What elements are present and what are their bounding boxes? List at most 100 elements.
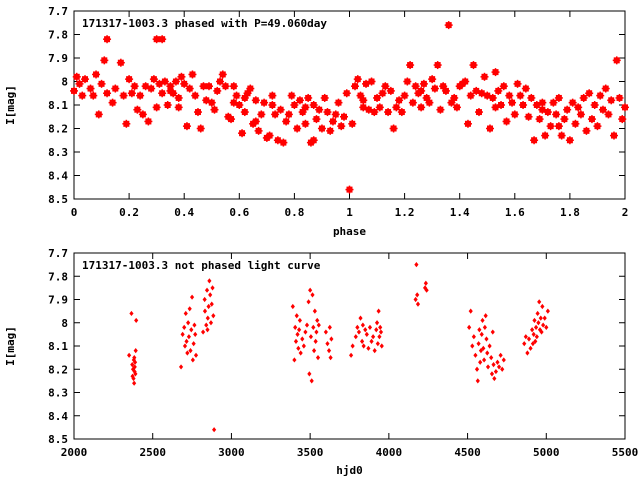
data-point — [132, 355, 137, 361]
data-point — [183, 310, 188, 317]
data-point — [184, 338, 189, 344]
unphased-y-tick-label: 8.1 — [48, 340, 68, 353]
data-point — [397, 108, 406, 117]
phased-y-tick-label: 8.2 — [48, 123, 68, 136]
data-point — [213, 86, 222, 95]
data-point — [484, 336, 489, 342]
unphased-y-tick-label: 7.7 — [48, 247, 68, 260]
data-point — [348, 352, 354, 358]
data-point — [480, 317, 485, 324]
data-point — [210, 105, 219, 114]
data-point — [251, 117, 260, 126]
data-point — [301, 119, 310, 128]
data-point — [189, 327, 194, 333]
data-point — [207, 98, 216, 107]
data-point — [316, 322, 321, 328]
data-point — [554, 122, 563, 131]
data-point — [136, 91, 145, 100]
data-point — [282, 117, 291, 126]
data-point — [601, 84, 610, 93]
data-point — [370, 108, 379, 117]
data-point — [530, 341, 535, 347]
data-point — [287, 91, 296, 100]
data-point — [482, 357, 487, 363]
data-point — [202, 296, 207, 303]
data-point — [360, 322, 365, 328]
data-point — [174, 103, 183, 112]
data-point — [279, 138, 288, 147]
data-point — [408, 98, 417, 107]
unphased-x-tick-label: 2500 — [139, 446, 166, 459]
data-point — [378, 324, 383, 330]
data-point — [377, 334, 382, 340]
data-point — [186, 320, 191, 326]
data-point — [246, 84, 255, 93]
data-point — [536, 320, 541, 326]
data-point — [356, 329, 362, 335]
phased-y-tick-label: 8.5 — [48, 193, 68, 206]
data-point — [544, 324, 549, 330]
data-point — [132, 364, 137, 370]
data-point — [297, 327, 302, 333]
data-point — [423, 280, 428, 286]
data-point — [89, 91, 98, 100]
data-point — [127, 89, 136, 98]
phased-x-tick-label: 0.6 — [229, 206, 249, 219]
phased-x-tick-label: 0 — [71, 206, 78, 219]
data-point — [540, 303, 545, 310]
data-point — [400, 91, 409, 100]
data-point — [240, 108, 249, 117]
data-point — [557, 131, 566, 140]
data-point — [122, 119, 131, 128]
data-point — [311, 348, 317, 354]
data-point — [371, 334, 376, 340]
data-point — [615, 93, 624, 102]
data-point — [310, 292, 315, 298]
unphased-y-tick-label: 7.8 — [48, 270, 68, 283]
data-point — [166, 82, 175, 91]
data-point — [554, 93, 563, 102]
data-point — [521, 84, 530, 93]
data-point — [339, 112, 348, 121]
data-point — [129, 310, 134, 317]
data-point — [444, 21, 453, 30]
data-point — [216, 77, 225, 86]
data-point — [530, 136, 539, 145]
data-point — [328, 117, 337, 126]
data-point — [485, 364, 491, 370]
data-point — [486, 124, 495, 133]
data-point — [70, 86, 78, 95]
data-point — [293, 124, 302, 133]
data-point — [304, 93, 313, 102]
data-point — [116, 58, 125, 67]
data-point — [300, 336, 305, 342]
data-point — [326, 126, 335, 135]
data-point — [251, 96, 260, 105]
unphased-x-tick-label: 5500 — [612, 446, 639, 459]
data-point — [379, 343, 384, 349]
data-point — [375, 341, 380, 347]
phased-y-tick-label: 7.7 — [48, 5, 68, 18]
phased-y-tick-label: 7.9 — [48, 52, 68, 65]
data-point — [315, 317, 320, 324]
data-point — [477, 327, 482, 333]
data-point — [192, 322, 197, 328]
unphased-plot-frame — [73, 252, 626, 440]
data-point — [125, 75, 134, 84]
data-point — [386, 86, 395, 95]
data-point — [108, 98, 117, 107]
data-point — [395, 96, 404, 105]
data-point — [97, 79, 106, 88]
data-point — [519, 101, 528, 109]
data-point — [323, 108, 332, 117]
data-point — [481, 345, 486, 351]
data-point — [311, 324, 316, 330]
data-point — [542, 315, 547, 321]
data-point — [304, 322, 310, 328]
data-point — [372, 348, 377, 354]
data-point — [152, 103, 161, 112]
data-point — [350, 343, 355, 349]
data-point — [543, 108, 552, 117]
data-point — [193, 352, 199, 358]
data-point — [171, 77, 180, 86]
